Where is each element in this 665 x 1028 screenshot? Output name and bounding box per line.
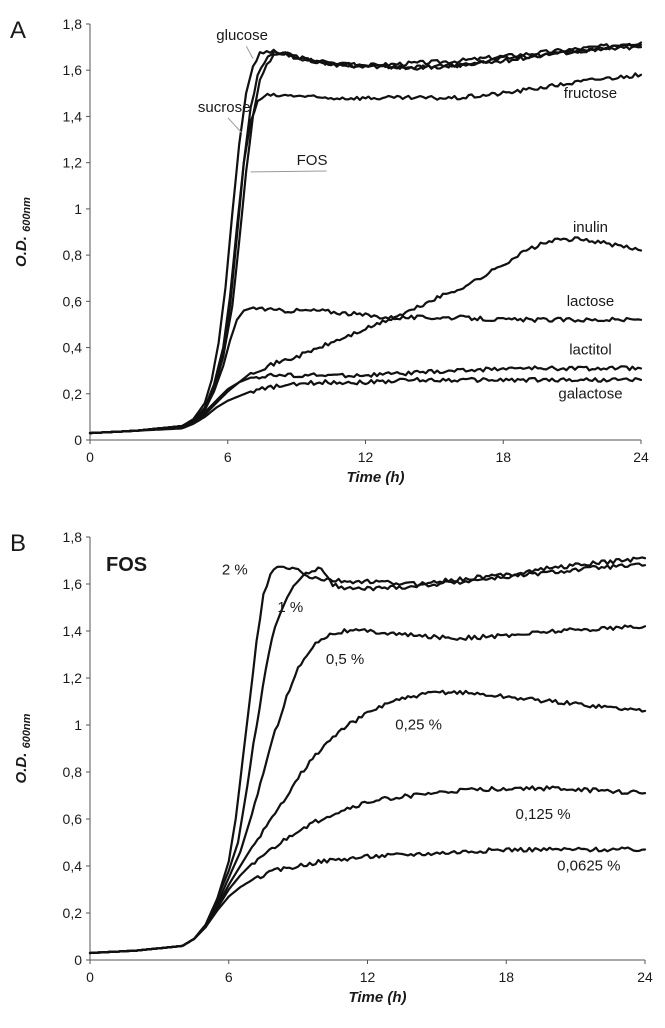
- x-tick-label: 12: [360, 969, 376, 985]
- x-tick-label: 24: [633, 449, 649, 465]
- y-tick-label: 1: [74, 201, 82, 217]
- y-tick-label: 1,6: [63, 576, 83, 592]
- y-tick-label: 1,4: [63, 623, 83, 639]
- series-line-galactose: [88, 376, 643, 435]
- series-line-lactitol: [88, 365, 643, 435]
- y-tick-label: 0,6: [63, 811, 83, 827]
- curve-label: glucose: [216, 27, 268, 44]
- panel-title: FOS: [106, 554, 147, 576]
- y-tick-label: 0,8: [63, 247, 83, 263]
- curve-label: 0,25 %: [395, 717, 442, 734]
- curve-label: inulin: [573, 219, 608, 236]
- curve-label: sucrose: [198, 99, 251, 116]
- curve-label: 0,125 %: [516, 806, 571, 823]
- curve-label: 1 %: [277, 599, 303, 616]
- series-line-1-: [88, 562, 647, 955]
- x-axis-title: Time (h): [346, 469, 404, 486]
- y-tick-label: 1,6: [63, 62, 83, 78]
- curve-label: 0,0625 %: [557, 858, 620, 875]
- y-tick-label: 0,6: [63, 293, 83, 309]
- x-tick-label: 24: [637, 969, 653, 985]
- y-tick-label: 0,4: [63, 340, 83, 356]
- curve-label: 2 %: [222, 562, 248, 579]
- series-line-0-0625-: [88, 846, 647, 955]
- y-tick-label: 1,8: [63, 529, 83, 545]
- series-line-inulin: [88, 236, 643, 435]
- y-tick-label: 0,8: [63, 764, 83, 780]
- x-tick-label: 18: [498, 969, 514, 985]
- x-tick-label: 6: [224, 449, 232, 465]
- y-tick-label: 0,2: [63, 905, 83, 921]
- y-tick-label: 1,4: [63, 108, 83, 124]
- y-tick-label: 1,8: [63, 16, 83, 32]
- leader-line: [245, 45, 254, 59]
- curve-label: 0,5 %: [326, 651, 364, 668]
- curve-label: lactose: [567, 293, 615, 310]
- x-tick-label: 6: [225, 969, 233, 985]
- curve-label: fructose: [564, 85, 617, 102]
- y-tick-label: 0: [74, 432, 82, 448]
- y-tick-label: 1,2: [63, 670, 83, 686]
- leader-line: [227, 117, 242, 133]
- y-tick-label: 0: [74, 952, 82, 968]
- panel-letter: A: [10, 17, 26, 44]
- panel-letter: B: [10, 530, 26, 557]
- y-tick-label: 0,4: [63, 858, 83, 874]
- y-tick-label: 1,2: [63, 155, 83, 171]
- x-tick-label: 12: [358, 449, 374, 465]
- y-tick-label: 1: [74, 717, 82, 733]
- y-axis-title: O.D. 600nm: [13, 713, 33, 783]
- x-tick-label: 18: [495, 449, 511, 465]
- series-line-fructose: [88, 72, 643, 435]
- panel-b: B FOS 0 0,2 0,4 0,6 0,8 1 1,2 1,4 1,6 1,8 0 6 12 18 24 Ti…: [10, 529, 653, 1006]
- y-tick-label: 0,2: [63, 386, 83, 402]
- curve-label: FOS: [297, 152, 328, 169]
- series-line-2-: [88, 556, 647, 955]
- curve-label: galactose: [558, 385, 622, 402]
- x-tick-label: 0: [86, 449, 94, 465]
- x-tick-label: 0: [86, 969, 94, 985]
- y-axis-title: O.D. 600nm: [13, 197, 33, 267]
- curve-label: lactitol: [569, 341, 612, 358]
- x-axis-title: Time (h): [348, 989, 406, 1006]
- panel-a: A 0 0,2 0,4 0,6 0,8 1 1,2 1,4 1,6 1,8 0 6 12 18 24 Time …: [10, 16, 649, 486]
- leader-line: [250, 170, 327, 173]
